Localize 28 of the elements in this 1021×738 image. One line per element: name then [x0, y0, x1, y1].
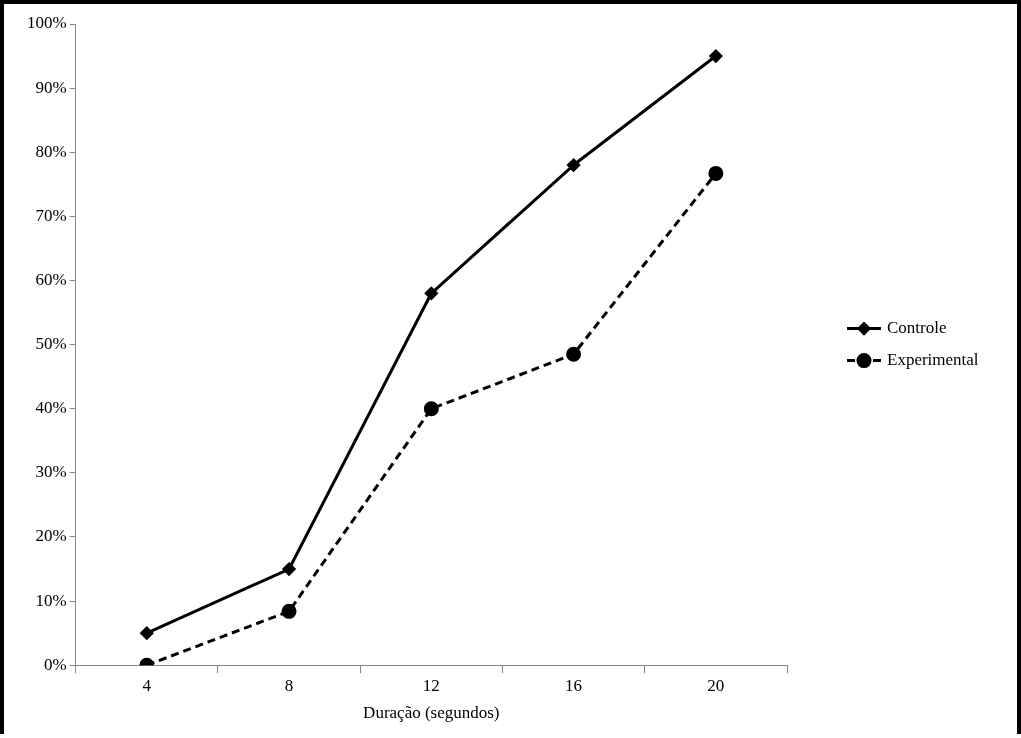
y-tick-label: 70%: [35, 205, 67, 225]
x-tick-label: 16: [565, 675, 583, 695]
x-axis-title: Duração (segundos): [363, 703, 500, 723]
y-tick-label: 90%: [35, 77, 67, 97]
y-tick-label: 10%: [35, 590, 67, 610]
point: [423, 401, 439, 417]
y-tick-label: 50%: [35, 334, 67, 354]
legend-label: Controle: [887, 318, 947, 338]
x-tick-label: 8: [284, 675, 294, 695]
point: [708, 165, 724, 181]
y-tick-label: 0%: [43, 654, 67, 674]
point: [567, 158, 581, 172]
y-tick-label: 60%: [35, 269, 67, 289]
y-tick-label: 80%: [35, 141, 67, 161]
x-tick-label: 4: [142, 675, 152, 695]
point: [424, 286, 438, 300]
point: [282, 562, 296, 576]
point: [281, 603, 297, 619]
x-tick-label: 20: [707, 675, 725, 695]
point: [140, 626, 154, 640]
point: [709, 49, 723, 63]
legend-label: Experimental: [887, 350, 979, 370]
y-tick-label: 100%: [26, 13, 67, 33]
x-tick-label: 12: [422, 675, 440, 695]
point: [566, 346, 582, 362]
y-tick-label: 30%: [35, 462, 67, 482]
y-tick-label: 40%: [35, 398, 67, 418]
y-tick-label: 20%: [35, 526, 67, 546]
